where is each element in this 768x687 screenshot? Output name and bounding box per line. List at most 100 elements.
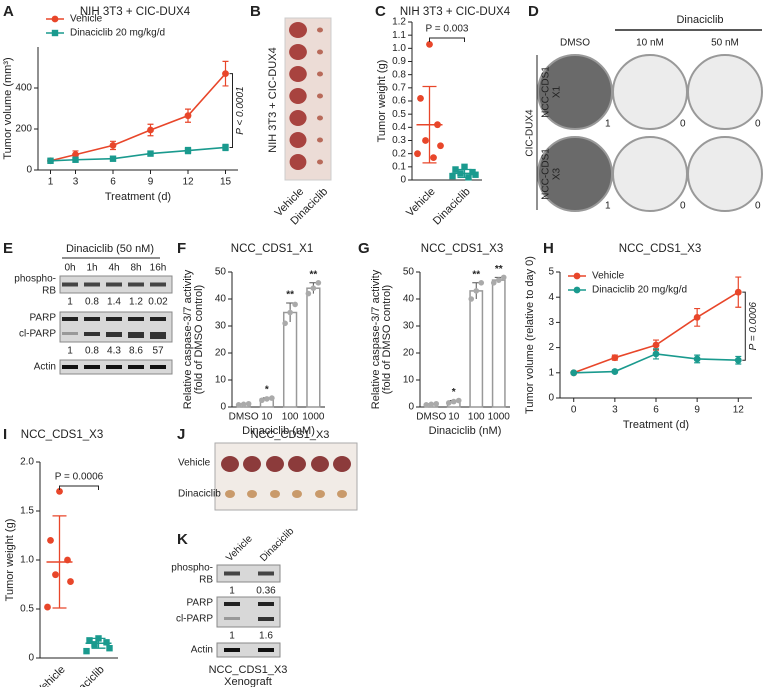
y-tick-label: 1.2	[392, 17, 406, 28]
x-tick-label: Dinaciclib	[65, 664, 107, 687]
x-tick-label: 100	[282, 412, 299, 423]
y-tick-label: 0.6	[392, 96, 406, 107]
blot-value: 1	[67, 346, 73, 357]
y-tick-label: 0	[548, 393, 554, 404]
row-label: Dinaciclib	[178, 489, 221, 500]
data-point	[292, 301, 298, 308]
data-point	[184, 112, 192, 120]
tumor	[317, 137, 323, 143]
row-label: Vehicle	[178, 458, 211, 469]
chart-title: NIH 3T3 + CIC-DUX4	[80, 6, 191, 18]
tumor	[270, 490, 280, 498]
y-tick-label: 50	[215, 267, 227, 278]
series-line	[50, 146, 226, 162]
band	[258, 617, 274, 621]
y-tick-label: 0	[220, 402, 226, 413]
y-tick-label: 3	[548, 317, 554, 328]
blot-value: 1	[229, 631, 235, 642]
blot-value: 1.2	[129, 297, 143, 308]
x-tick-label: DMSO	[416, 412, 446, 423]
data-point	[430, 154, 437, 162]
legend-marker	[573, 286, 581, 294]
x-tick-label: 3	[612, 405, 618, 416]
x-tick-label: 9	[148, 177, 154, 188]
y-tick-label: 1.1	[392, 30, 406, 41]
y-tick-label: 10	[403, 375, 415, 386]
x-tick-label: 0	[571, 405, 577, 416]
y-tick-label: 0.3	[392, 135, 406, 146]
data-point	[422, 137, 429, 144]
legend-marker	[573, 272, 581, 280]
sd-bar	[422, 85, 437, 164]
tumor	[247, 490, 257, 498]
data-point	[652, 350, 660, 358]
series-line	[573, 291, 739, 374]
band	[106, 365, 122, 369]
band	[224, 617, 240, 620]
data-point	[450, 398, 457, 405]
data-point	[106, 645, 113, 652]
photo-title: NCC_CDS1_X3	[251, 429, 330, 441]
chart-title: NCC_CDS1_X3	[619, 243, 701, 255]
data-point	[426, 40, 433, 48]
band	[128, 332, 144, 338]
lane-label: Dinaciclib	[258, 526, 296, 564]
y-tick-label: 20	[403, 348, 415, 359]
blot-value: 0.8	[85, 297, 99, 308]
well-value: 0	[680, 201, 686, 212]
well-value: 1	[605, 201, 611, 212]
blot	[216, 564, 281, 583]
band	[106, 317, 122, 321]
y-tick-label: 1.5	[20, 506, 34, 517]
x-tick-label: 6	[653, 405, 659, 416]
bracket	[229, 73, 233, 148]
band	[150, 282, 166, 287]
data-point	[86, 637, 93, 644]
data-point	[500, 274, 507, 281]
panel-letter: H	[543, 240, 554, 257]
tumor	[289, 132, 307, 148]
tumor	[266, 456, 284, 472]
lane-label: 1h	[86, 263, 97, 274]
x-axis-label: Dinaciclib (nM)	[429, 425, 502, 437]
blot-value: 1	[67, 297, 73, 308]
data-point	[72, 156, 79, 163]
x-tick-label: Vehicle	[404, 186, 438, 220]
x-axis-label: Dinaciclib (nM)	[242, 425, 315, 437]
blot-value: 0.36	[256, 586, 276, 597]
legend-label: Dinaciclib 20 mg/kg/d	[70, 28, 165, 39]
treatment-label: Dinaciclib	[676, 14, 723, 26]
blot-label: PARP	[187, 598, 214, 609]
y-tick-label: 20	[215, 348, 227, 359]
chart-title: NIH 3T3 + CIC-DUX4	[400, 6, 511, 18]
blot-label: cl-PARP	[19, 329, 56, 340]
y-tick-label: 1.0	[392, 43, 406, 54]
panel-letter: I	[3, 426, 7, 443]
y-tick-label: 0	[28, 653, 34, 664]
data-point	[47, 157, 54, 164]
y-axis-label: Tumor weight (g)	[4, 519, 16, 602]
data-point	[147, 126, 154, 134]
tumor	[289, 110, 307, 126]
data-point	[495, 277, 502, 283]
data-point	[693, 313, 701, 321]
band	[224, 602, 240, 606]
legend-label: Dinaciclib 20 mg/kg/d	[592, 285, 687, 296]
tumor	[317, 49, 323, 55]
x-tick-label: 10	[261, 412, 273, 423]
lane-label: 16h	[150, 263, 167, 274]
y-tick-label: 2	[548, 342, 554, 353]
significance: **	[495, 264, 503, 275]
bar	[282, 311, 298, 408]
blot-label: RB	[42, 286, 56, 297]
data-point	[423, 402, 430, 408]
data-point	[461, 163, 468, 171]
annotation: P = 0.003	[426, 24, 469, 35]
band	[84, 317, 100, 321]
y-tick-label: 0	[400, 175, 406, 186]
data-point	[428, 401, 435, 408]
blot-label: phospho-	[171, 563, 213, 574]
blot-value: 57	[152, 346, 164, 357]
y-tick-label: 40	[215, 294, 227, 305]
